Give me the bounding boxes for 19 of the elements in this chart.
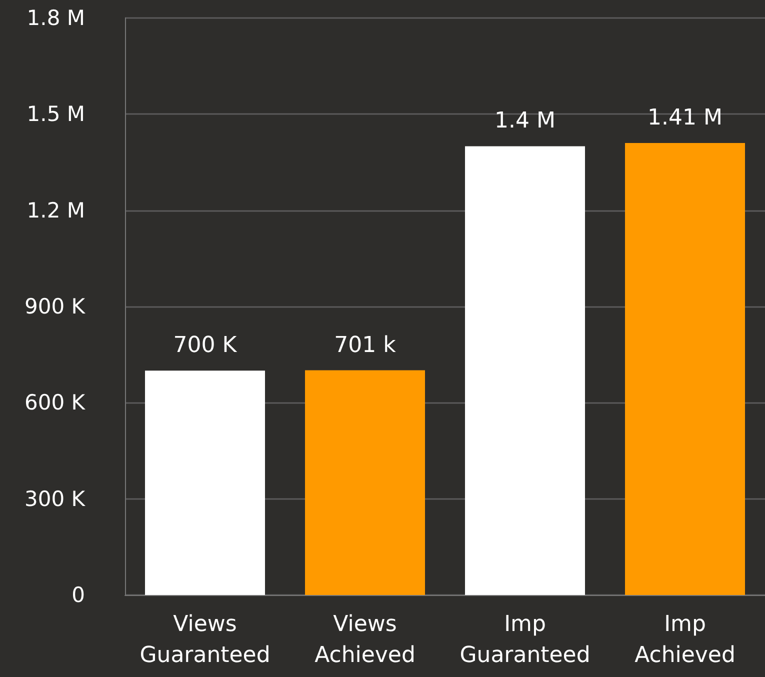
bar — [465, 146, 585, 595]
data-label: 700 K — [173, 333, 238, 358]
y-tick-label: 900 K — [24, 294, 86, 318]
y-tick-label: 1.2 M — [26, 198, 85, 222]
x-tick-label: Imp Achieved — [634, 612, 736, 668]
bar — [625, 143, 745, 595]
y-tick-label: 0 — [72, 583, 85, 607]
y-tick-label: 300 K — [24, 486, 86, 511]
data-label: 701 k — [334, 332, 396, 358]
data-label: 1.4 M — [494, 108, 556, 134]
y-tick-label: 1.8 M — [26, 6, 85, 30]
data-label: 1.41 M — [648, 106, 722, 131]
x-tick-label: Imp Guaranteed — [460, 612, 590, 668]
x-tick-label: Views Guaranteed — [140, 612, 270, 668]
x-tick-label: Views Achieved — [314, 612, 416, 668]
y-tick-label: 1.5 M — [26, 102, 85, 126]
y-tick-label: 600 K — [24, 390, 86, 415]
bar — [145, 370, 265, 595]
bar — [305, 370, 425, 595]
